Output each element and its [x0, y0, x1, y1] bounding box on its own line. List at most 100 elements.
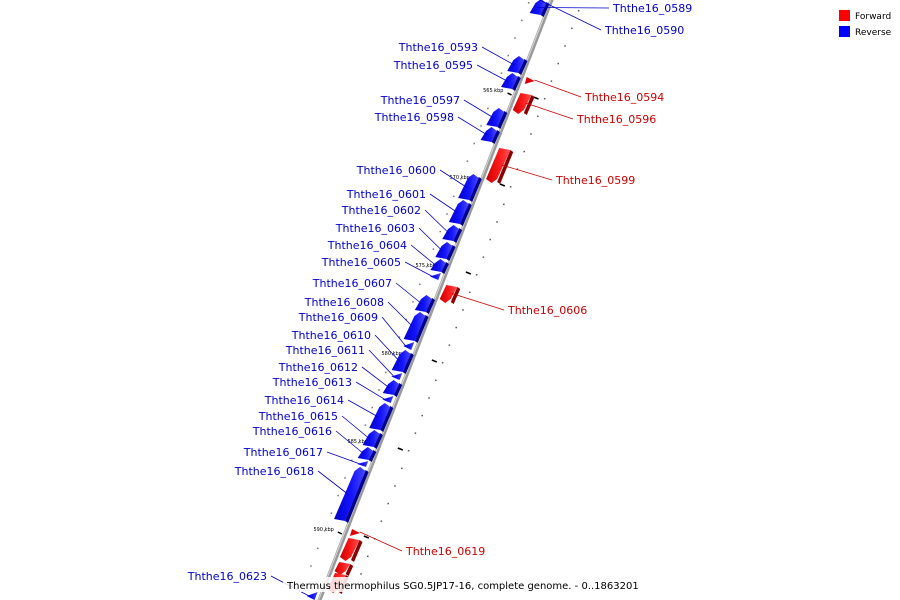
gene-arrow-ththe16-0598	[480, 127, 500, 144]
gene-label-ththe16-0611[interactable]: Ththe16_0611	[285, 344, 365, 357]
gene-leader-line	[451, 293, 505, 311]
gene-label-ththe16-0618[interactable]: Ththe16_0618	[234, 465, 314, 478]
gene-label-ththe16-0593[interactable]: Ththe16_0593	[398, 41, 478, 54]
position-dot	[371, 406, 373, 409]
position-dot	[557, 62, 559, 65]
gene-leader-line	[457, 116, 488, 136]
gene-label-ththe16-0595[interactable]: Ththe16_0595	[393, 59, 473, 72]
position-dot	[516, 168, 519, 170]
tick-mark	[337, 531, 343, 535]
position-dot	[530, 133, 532, 135]
gene-label-ththe16-0609[interactable]: Ththe16_0609	[298, 311, 378, 324]
gene-arrow-shape	[382, 396, 394, 403]
gene-arrow-face	[439, 285, 458, 303]
gene-leader-line	[361, 366, 390, 389]
position-dot	[387, 502, 389, 505]
gene-arrow-side	[450, 287, 461, 304]
position-dot	[432, 248, 435, 250]
gene-arrow-face	[334, 467, 366, 521]
gene-arrow-side	[345, 470, 369, 523]
gene-label-ththe16-0596[interactable]: Ththe16_0596	[576, 113, 656, 126]
gene-arrow-ththe16-0610	[391, 350, 414, 374]
gene-leader-line	[341, 415, 371, 440]
gene-label-ththe16-0617[interactable]: Ththe16_0617	[243, 446, 323, 459]
position-dot	[514, 37, 516, 39]
gene-arrow-shape	[349, 529, 360, 536]
gene-label-ththe16-0608[interactable]: Ththe16_0608	[304, 296, 384, 309]
position-dot	[323, 530, 326, 532]
position-dot	[380, 520, 383, 522]
gene-label-ththe16-0590[interactable]: Ththe16_0590	[604, 24, 684, 37]
gene-label-ththe16-0598[interactable]: Ththe16_0598	[374, 111, 454, 124]
position-dot	[459, 178, 462, 180]
position-dot	[496, 221, 498, 223]
gene-arrow-ththe16-0618	[334, 467, 369, 523]
position-dot	[394, 485, 396, 487]
gene-label-ththe16-0612[interactable]: Ththe16_0612	[278, 361, 358, 374]
gene-arrow-ththe16-0615	[362, 430, 383, 449]
position-dot	[337, 494, 339, 497]
position-dot	[487, 107, 489, 110]
gene-arrow-ththe16-0597	[486, 108, 508, 129]
position-dot	[469, 291, 471, 294]
position-dot	[475, 274, 478, 276]
gene-arrow-face	[430, 259, 446, 272]
gene-leader-line	[534, 79, 582, 98]
gene-leader-line	[404, 261, 433, 277]
gene-leader-line	[429, 193, 458, 213]
gene-arrow-shape	[391, 373, 403, 380]
gene-arrow-side	[469, 177, 482, 202]
gene-label-ththe16-0619[interactable]: Ththe16_0619	[405, 545, 485, 558]
gene-label-ththe16-0623[interactable]: Ththe16_0623	[187, 570, 267, 583]
gene-arrow-side	[380, 406, 394, 432]
gene-arrow-side	[540, 2, 550, 17]
gene-arrow-face	[382, 380, 400, 395]
position-dot	[473, 142, 475, 145]
gene-arrow-ththe16-0614	[369, 403, 394, 432]
gene-label-ththe16-0605[interactable]: Ththe16_0605	[321, 256, 401, 269]
gene-label-ththe16-0599[interactable]: Ththe16_0599	[555, 174, 635, 187]
gene-label-ththe16-0601[interactable]: Ththe16_0601	[346, 188, 426, 201]
gene-label-ththe16-0616[interactable]: Ththe16_0616	[252, 425, 332, 438]
gene-label-ththe16-0615[interactable]: Ththe16_0615	[258, 410, 338, 423]
gene-leader-line	[410, 244, 437, 267]
gene-label-ththe16-0610[interactable]: Ththe16_0610	[291, 329, 371, 342]
gene-label-ththe16-0602[interactable]: Ththe16_0602	[341, 204, 421, 217]
gene-arrow-side	[414, 315, 429, 343]
gene-arrow-face	[486, 108, 505, 127]
tick-label: 580 kbp	[381, 351, 401, 357]
gene-arrow-shape	[306, 592, 318, 600]
gene-arrow-side	[453, 228, 463, 243]
gene-leader-line	[476, 64, 509, 82]
gene-label-ththe16-0606[interactable]: Ththe16_0606	[507, 304, 587, 317]
position-dot	[453, 195, 455, 198]
gene-label-ththe16-0600[interactable]: Ththe16_0600	[356, 164, 436, 177]
gene-label-ththe16-0597[interactable]: Ththe16_0597	[380, 94, 460, 107]
caption-background	[283, 577, 615, 592]
gene-arrow-side	[351, 540, 363, 562]
gene-label-ththe16-0589[interactable]: Ththe16_0589	[612, 2, 692, 15]
position-dot	[439, 230, 441, 233]
gene-label-ththe16-0604[interactable]: Ththe16_0604	[327, 239, 407, 252]
gene-leader-line	[326, 451, 361, 465]
gene-arrow-ththe16-0594	[524, 77, 535, 84]
gene-arrow-ththe16-0596	[512, 93, 535, 115]
legend: Forward Reverse	[839, 10, 892, 38]
position-dot	[482, 256, 485, 258]
gene-label-ththe16-0613[interactable]: Ththe16_0613	[272, 376, 352, 389]
position-dot	[466, 160, 469, 162]
gene-arrow-face	[480, 127, 497, 142]
gene-leader-line	[463, 99, 495, 119]
gene-arrow-face	[369, 403, 391, 430]
gene-label-ththe16-0607[interactable]: Ththe16_0607	[312, 277, 392, 290]
gene-leader-line	[481, 46, 515, 66]
gene-leader-line	[418, 227, 443, 252]
position-dot	[500, 72, 503, 74]
legend-swatch-reverse	[839, 26, 850, 37]
gene-labels: Ththe16_0589 Ththe16_0590 Ththe16_0593 Thth…	[187, 0, 692, 597]
gene-leader-line	[439, 169, 468, 188]
gene-label-ththe16-0603[interactable]: Ththe16_0603	[335, 222, 415, 235]
gene-label-ththe16-0614[interactable]: Ththe16_0614	[264, 394, 344, 407]
gene-label-ththe16-0594[interactable]: Ththe16_0594	[584, 91, 664, 104]
gene-arrow-face	[442, 225, 460, 241]
